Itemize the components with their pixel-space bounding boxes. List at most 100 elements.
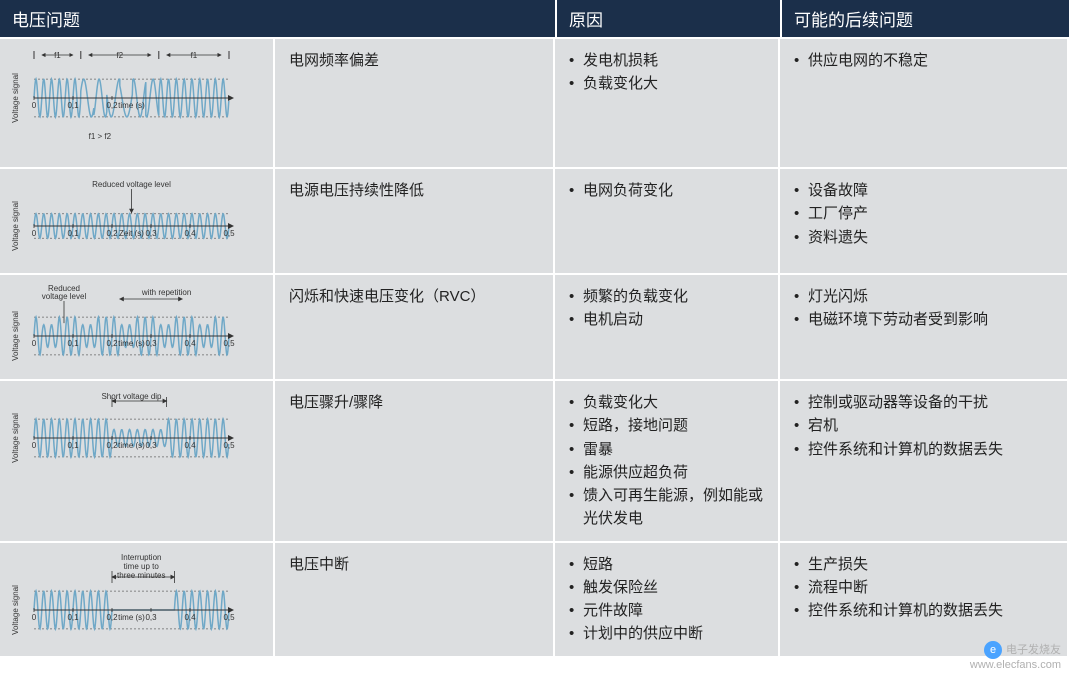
header-col-consequence: 可能的后续问题 — [782, 0, 1069, 37]
header-row: 电压问题 原因 可能的后续问题 — [0, 0, 1069, 37]
svg-text:time (s): time (s) — [118, 101, 145, 110]
consequences-cell: 供应电网的不稳定 — [780, 39, 1067, 167]
cause-item: 能源供应超负荷 — [569, 461, 764, 484]
svg-text:0,5: 0,5 — [223, 229, 235, 238]
svg-text:0: 0 — [32, 101, 37, 110]
svg-text:0,3: 0,3 — [145, 339, 157, 348]
problem-name: 电压中断 — [275, 543, 555, 656]
causes-cell: 短路触发保险丝元件故障计划中的供应中断 — [555, 543, 780, 656]
svg-text:time up to: time up to — [124, 562, 160, 571]
cause-item: 触发保险丝 — [569, 576, 764, 599]
svg-text:0,2: 0,2 — [106, 229, 118, 238]
causes-cell: 电网负荷变化 — [555, 169, 780, 273]
svg-text:0,2: 0,2 — [106, 339, 118, 348]
header-col-cause: 原因 — [557, 0, 782, 37]
svg-text:f2: f2 — [116, 51, 123, 60]
waveform-diagram: f1f2f1Voltage signal00,10,2 time (s)f1 >… — [0, 39, 275, 167]
consequence-item: 工厂停产 — [794, 202, 1053, 225]
consequence-item: 资料遗失 — [794, 226, 1053, 249]
consequences-cell: 生产损失流程中断控件系统和计算机的数据丢失 — [780, 543, 1067, 656]
consequence-item: 电磁环境下劳动者受到影响 — [794, 308, 1053, 331]
svg-text:three minutes: three minutes — [117, 571, 165, 580]
consequence-item: 生产损失 — [794, 553, 1053, 576]
waveform-diagram: Interruptiontime up tothree minutes Volta… — [0, 543, 275, 656]
svg-text:Short voltage dip: Short voltage dip — [101, 392, 162, 401]
cause-item: 负载变化大 — [569, 72, 764, 95]
causes-cell: 发电机损耗负载变化大 — [555, 39, 780, 167]
table-row: Reduced voltage level Voltage signal 0 0,1 0… — [0, 167, 1069, 273]
svg-text:Zeit (s): Zeit (s) — [119, 229, 144, 238]
svg-text:0,1: 0,1 — [67, 229, 79, 238]
svg-text:f1: f1 — [191, 51, 198, 60]
consequence-item: 灯光闪烁 — [794, 285, 1053, 308]
svg-text:0: 0 — [32, 613, 37, 622]
consequences-cell: 控制或驱动器等设备的干扰宕机控件系统和计算机的数据丢失 — [780, 381, 1067, 541]
svg-text:0,2: 0,2 — [106, 613, 118, 622]
svg-text:0,3: 0,3 — [145, 613, 157, 622]
consequence-item: 供应电网的不稳定 — [794, 49, 1053, 72]
cause-item: 计划中的供应中断 — [569, 622, 764, 645]
svg-text:0,1: 0,1 — [67, 613, 79, 622]
svg-text:0,5: 0,5 — [223, 441, 235, 450]
consequence-item: 流程中断 — [794, 576, 1053, 599]
cause-item: 发电机损耗 — [569, 49, 764, 72]
waveform-diagram: Reduced voltage level Voltage signal 0 0,1 0… — [0, 169, 275, 273]
watermark-logo-icon: e — [984, 641, 1002, 659]
consequence-item: 控件系统和计算机的数据丢失 — [794, 599, 1053, 622]
consequence-item: 控制或驱动器等设备的干扰 — [794, 391, 1053, 414]
consequences-cell: 灯光闪烁电磁环境下劳动者受到影响 — [780, 275, 1067, 379]
cause-item: 电网负荷变化 — [569, 179, 764, 202]
svg-text:0,5: 0,5 — [223, 613, 235, 622]
svg-text:time (s): time (s) — [118, 613, 145, 622]
svg-text:0,3: 0,3 — [145, 229, 157, 238]
svg-text:0: 0 — [32, 229, 37, 238]
header-col-problem: 电压问题 — [0, 0, 557, 37]
svg-text:0,1: 0,1 — [67, 101, 79, 110]
cause-item: 短路，接地问题 — [569, 414, 764, 437]
table-container: 电压问题 原因 可能的后续问题 f1 f2 f1 Voltage signal 0 0,1… — [0, 0, 1069, 656]
problem-name: 电网频率偏差 — [275, 39, 555, 167]
svg-text:Voltage signal: Voltage signal — [11, 201, 20, 251]
svg-text:0,4: 0,4 — [184, 339, 196, 348]
waveform-diagram: Short voltage dip Voltage signal 0 0,1 0,2 0,… — [0, 381, 275, 541]
svg-text:0: 0 — [32, 339, 37, 348]
svg-text:0,2: 0,2 — [106, 101, 118, 110]
svg-text:Voltage signal: Voltage signal — [11, 413, 20, 463]
watermark: e 电子发烧友 www.elecfans.com — [970, 641, 1061, 672]
table-row: Short voltage dip Voltage signal 0 0,1 0,2 0,… — [0, 379, 1069, 541]
svg-text:Interruption: Interruption — [121, 553, 161, 562]
table-row: f1f2f1Voltage signal00,10,2 time (s)f1 >… — [0, 37, 1069, 167]
watermark-url: www.elecfans.com — [970, 659, 1061, 672]
cause-item: 元件故障 — [569, 599, 764, 622]
svg-text:0,2: 0,2 — [106, 441, 118, 450]
svg-text:0,1: 0,1 — [67, 441, 79, 450]
svg-text:0,1: 0,1 — [67, 339, 79, 348]
svg-text:0,3: 0,3 — [145, 441, 157, 450]
svg-text:time (s): time (s) — [118, 339, 145, 348]
svg-text:0: 0 — [32, 441, 37, 450]
consequence-item: 设备故障 — [794, 179, 1053, 202]
svg-text:0,4: 0,4 — [184, 441, 196, 450]
svg-text:Voltage signal: Voltage signal — [11, 311, 20, 361]
svg-text:0,5: 0,5 — [223, 339, 235, 348]
svg-text:with repetition: with repetition — [141, 288, 191, 297]
svg-text:Reduced voltage level: Reduced voltage level — [92, 180, 171, 189]
waveform-diagram: Reducedvoltage levelwith repetitionVolta… — [0, 275, 275, 379]
svg-text:f1: f1 — [54, 51, 61, 60]
svg-text:Voltage signal: Voltage signal — [11, 584, 20, 634]
problem-name: 电压骤升/骤降 — [275, 381, 555, 541]
cause-item: 负载变化大 — [569, 391, 764, 414]
svg-text:Voltage signal: Voltage signal — [11, 73, 20, 123]
watermark-brand: 电子发烧友 — [1006, 644, 1061, 656]
svg-text:0,4: 0,4 — [184, 613, 196, 622]
causes-cell: 频繁的负载变化电机启动 — [555, 275, 780, 379]
cause-item: 短路 — [569, 553, 764, 576]
svg-text:0,4: 0,4 — [184, 229, 196, 238]
problem-name: 电源电压持续性降低 — [275, 169, 555, 273]
consequences-cell: 设备故障工厂停产资料遗失 — [780, 169, 1067, 273]
consequence-item: 宕机 — [794, 414, 1053, 437]
cause-item: 频繁的负载变化 — [569, 285, 764, 308]
cause-item: 雷暴 — [569, 438, 764, 461]
causes-cell: 负载变化大短路，接地问题雷暴能源供应超负荷馈入可再生能源，例如能或光伏发电 — [555, 381, 780, 541]
table-row: Interruptiontime up tothree minutes Volta… — [0, 541, 1069, 656]
